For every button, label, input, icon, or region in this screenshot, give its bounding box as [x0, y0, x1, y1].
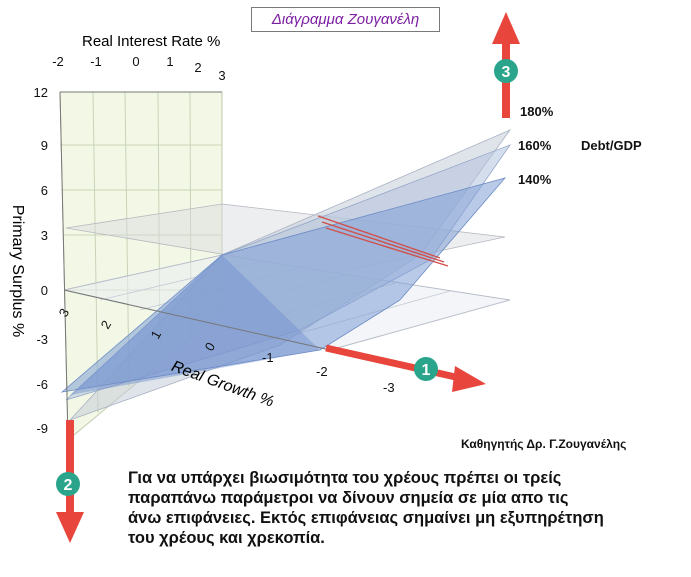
series-label-140: 140% — [518, 172, 552, 187]
z-tick: 2 — [194, 60, 201, 75]
x-tick: -1 — [262, 350, 274, 365]
y-tick: 12 — [34, 85, 48, 100]
x-tick: -2 — [316, 364, 328, 379]
caption: Για να υπάρχει βιωσιμότητα του χρέους πρ… — [128, 468, 688, 548]
svg-text:3: 3 — [502, 64, 511, 81]
surface-140 — [60, 177, 507, 393]
y-tick: 6 — [41, 183, 48, 198]
z-tick: -1 — [90, 54, 102, 69]
arrow-right — [325, 344, 486, 392]
caption-line: Για να υπάρχει βιωσιμότητα του χρέους πρ… — [128, 469, 562, 487]
y-tick: 3 — [41, 228, 48, 243]
interest-axis-title: Real Interest Rate % — [82, 33, 221, 50]
chart-title: Διάγραμμα Ζουγανέλη — [251, 7, 440, 32]
svg-text:2: 2 — [64, 477, 73, 494]
arrow-down — [56, 420, 84, 543]
surplus-axis-title: Primary Surplus % — [9, 204, 26, 338]
series-title: Debt/GDP — [581, 138, 642, 153]
author-credit: Καθηγητής Δρ. Γ.Ζουγανέλης — [461, 437, 627, 451]
y-tick: -3 — [36, 332, 48, 347]
series-label-160: 160% — [518, 138, 552, 153]
growth-axis-line — [63, 289, 331, 351]
svg-text:1: 1 — [422, 362, 431, 379]
x-tick: -3 — [383, 380, 395, 395]
y-tick: -9 — [36, 421, 48, 436]
marker-1: 1 — [414, 357, 438, 381]
marker-3: 3 — [494, 59, 518, 83]
marker-2: 2 — [56, 472, 80, 496]
caption-line: παραπάνω παράμετροι να δίνουν σημεία σε … — [128, 489, 569, 507]
z-tick: 1 — [166, 54, 173, 69]
series-label-180: 180% — [520, 104, 554, 119]
z-tick: -2 — [52, 54, 64, 69]
surface-140-front — [70, 255, 320, 395]
z-tick: 0 — [132, 54, 139, 69]
y-tick: -6 — [36, 377, 48, 392]
z-tick: 3 — [218, 68, 225, 83]
surplus-axis-line — [59, 91, 69, 441]
y-tick: 9 — [41, 138, 48, 153]
intersection-lines — [317, 215, 449, 267]
caption-line: άνω επιφάνειες. Εκτός επιφάνειας σημαίνε… — [128, 509, 604, 527]
y-tick: 0 — [41, 283, 48, 298]
caption-line: του χρέους και χρεκοπία. — [128, 529, 325, 547]
chart-title-text: Διάγραμμα Ζουγανέλη — [271, 11, 420, 28]
